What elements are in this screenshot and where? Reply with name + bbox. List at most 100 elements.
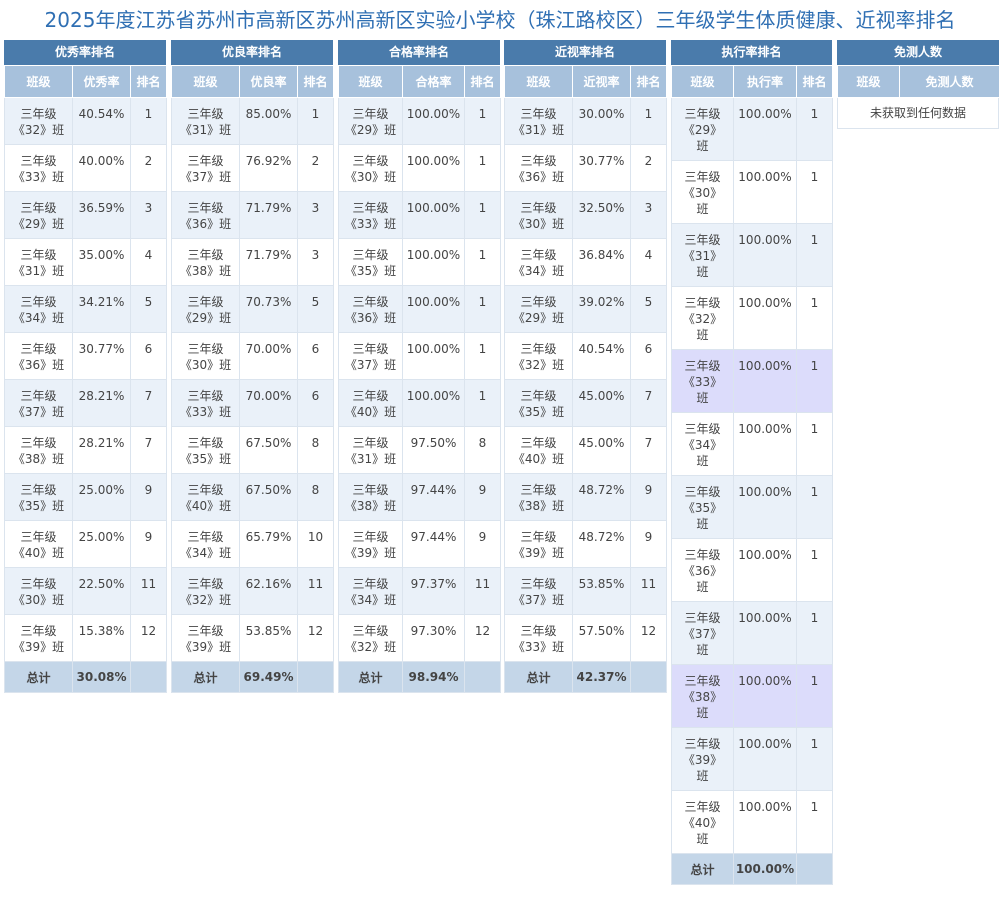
- table-row: 三年级 《34》班 36.84% 4: [504, 238, 667, 286]
- table-row: 三年级 《30》班 22.50% 11: [4, 567, 167, 615]
- rank-cell: 7: [630, 426, 667, 474]
- table-row: 三年级 《31》班 100.00% 1: [671, 223, 833, 287]
- class-name-line: 《36》班: [512, 170, 565, 184]
- total-rank-empty: [630, 661, 667, 693]
- table-row: 三年级 《31》班 85.00% 1: [171, 97, 334, 145]
- class-name-line: 《34》班: [512, 264, 565, 278]
- rate-value-cell: 97.44%: [402, 473, 465, 521]
- class-name-cell: 三年级 《31》班: [671, 223, 734, 287]
- table-row: 三年级 《29》班 39.02% 5: [504, 285, 667, 333]
- class-name-line: 三年级: [520, 107, 557, 121]
- class-name-line: 三年级: [20, 107, 57, 121]
- class-name-cell: 三年级 《39》班: [171, 614, 240, 662]
- table-row: 三年级 《35》班 25.00% 9: [4, 473, 167, 521]
- rate-value-cell: 40.54%: [72, 97, 131, 145]
- class-name-line: 班: [696, 517, 709, 531]
- class-name-cell: 三年级 《34》班: [171, 520, 240, 568]
- rate-value-cell: 35.00%: [72, 238, 131, 286]
- table-row: 三年级 《37》班 28.21% 7: [4, 379, 167, 427]
- total-rank-empty: [796, 853, 833, 885]
- class-name-line: 《36》: [682, 564, 723, 578]
- rate-value-cell: 67.50%: [239, 473, 298, 521]
- rate-value-cell: 53.85%: [239, 614, 298, 662]
- rate-value-cell: 45.00%: [572, 426, 631, 474]
- ranking-table: 班级 优秀率 排名 三年级 《32》班 40.54% 1 三年级 《33》班 40.00% 2…: [4, 65, 167, 693]
- class-name-line: 《38》班: [344, 499, 397, 513]
- class-name-cell: 三年级 《29》班: [504, 285, 573, 333]
- rank-cell: 1: [796, 475, 833, 539]
- total-rank-empty: [464, 661, 501, 693]
- rate-value-cell: 100.00%: [733, 475, 797, 539]
- class-name-cell: 三年级 《38》班: [504, 473, 573, 521]
- rate-value-cell: 100.00%: [733, 538, 797, 602]
- class-name-line: 《38》班: [12, 452, 65, 466]
- total-rank-empty: [130, 661, 167, 693]
- class-name-line: 三年级: [187, 154, 224, 168]
- class-name-line: 《34》班: [344, 593, 397, 607]
- ranking-table: 班级 优良率 排名 三年级 《31》班 85.00% 1 三年级 《37》班 76.92% 2…: [171, 65, 334, 693]
- class-name-cell: 三年级 《32》班: [504, 332, 573, 380]
- rate-value-cell: 100.00%: [733, 601, 797, 665]
- rank-cell: 11: [130, 567, 167, 615]
- class-name-line: 班: [696, 580, 709, 594]
- column-header-rank: 排名: [630, 65, 667, 98]
- class-name-cell: 三年级 《34》班: [338, 567, 403, 615]
- rate-value-cell: 100.00%: [402, 379, 465, 427]
- column-header-exempt: 免测人数: [899, 65, 1000, 98]
- class-name-cell: 三年级《32》班: [4, 97, 73, 145]
- class-name-line: 班: [696, 706, 709, 720]
- class-name-line: 班: [696, 391, 709, 405]
- class-name-line: 三年级: [684, 485, 721, 499]
- class-name-line: 三年级: [520, 248, 557, 262]
- rate-value-cell: 70.00%: [239, 332, 298, 380]
- table-row: 三年级 《38》班 97.44% 9: [338, 473, 501, 521]
- rank-cell: 6: [130, 332, 167, 380]
- class-name-line: 三年级: [20, 154, 57, 168]
- class-name-line: 《38》: [682, 690, 723, 704]
- table-row: 三年级 《38》班 100.00% 1: [671, 664, 833, 728]
- rate-value-cell: 71.79%: [239, 238, 298, 286]
- table-row: 三年级 《35》班 100.00% 1: [338, 238, 501, 286]
- class-name-line: 《30》: [682, 186, 723, 200]
- class-name-line: 《34》班: [179, 546, 232, 560]
- total-row: 总计 30.08%: [4, 661, 167, 693]
- rank-cell: 1: [464, 144, 501, 192]
- class-name-line: 《32》班: [12, 123, 65, 137]
- class-name-line: 《33》班: [512, 640, 565, 654]
- rank-cell: 7: [130, 426, 167, 474]
- table-row: 三年级 《34》班 100.00% 1: [671, 412, 833, 476]
- total-row: 总计 69.49%: [171, 661, 334, 693]
- table-row: 三年级 《32》班 40.54% 1: [4, 97, 167, 145]
- rank-cell: 6: [297, 332, 334, 380]
- rate-value-cell: 71.79%: [239, 191, 298, 239]
- class-name-line: 《29》班: [12, 217, 65, 231]
- class-name-cell: 三年级 《33》班: [671, 349, 734, 413]
- rank-cell: 6: [297, 379, 334, 427]
- panel-excellent-rate: 优秀率排名 班级 优秀率 排名 三年级 《32》班 40.54% 1 三年级 《33》班 4…: [4, 40, 167, 693]
- rate-value-cell: 100.00%: [733, 223, 797, 287]
- total-label: 总计: [338, 661, 403, 693]
- rank-cell: 1: [464, 191, 501, 239]
- rate-value-cell: 100.00%: [733, 412, 797, 476]
- class-name-line: 三年级: [352, 154, 389, 168]
- rank-cell: 2: [297, 144, 334, 192]
- class-name-line: 三年级: [684, 422, 721, 436]
- table-row: 三年级 《30》班 100.00% 1: [671, 160, 833, 224]
- rank-cell: 7: [630, 379, 667, 427]
- class-name-cell: 三年级 《30》班: [4, 567, 73, 615]
- rank-cell: 1: [464, 332, 501, 380]
- class-name-cell: 三年级 《35》班: [171, 426, 240, 474]
- class-name-line: 班: [696, 328, 709, 342]
- class-name-line: 《31》班: [512, 123, 565, 137]
- class-name-line: 《31》班: [12, 264, 65, 278]
- class-name-cell: 三年级 《31》班: [4, 238, 73, 286]
- rank-cell: 11: [630, 567, 667, 615]
- class-name-line: 三年级: [20, 389, 57, 403]
- table-row: 三年级 《34》班 34.21% 5: [4, 285, 167, 333]
- total-value: 42.37%: [572, 661, 631, 693]
- rate-value-cell: 100.00%: [733, 349, 797, 413]
- class-name-line: 三年级: [352, 389, 389, 403]
- rate-value-cell: 100.00%: [733, 160, 797, 224]
- page-title: 2025年度江苏省苏州市高新区苏州高新区实验小学校（珠江路校区）三年级学生体质健…: [44, 8, 956, 32]
- rate-value-cell: 100.00%: [733, 664, 797, 728]
